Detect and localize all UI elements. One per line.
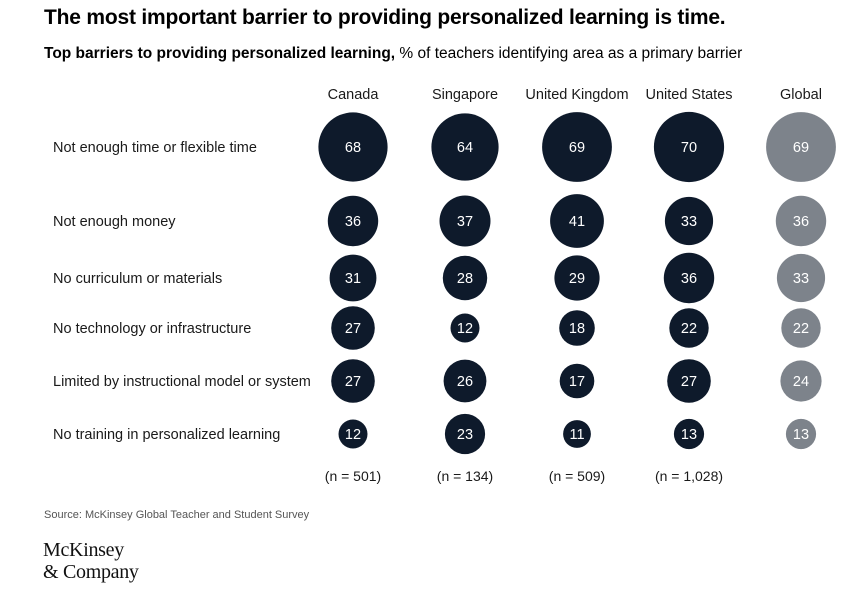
row-label: No training in personalized learning [53, 427, 280, 443]
country-bubble [559, 310, 595, 346]
country-bubble [664, 196, 714, 246]
bubble-chart: Canada Singapore United Kingdom United Stat… [53, 87, 836, 484]
global-bubble [781, 308, 821, 348]
chart-title: The most important barrier to providing … [44, 6, 726, 29]
country-bubble [331, 306, 375, 350]
country-bubble [559, 363, 595, 399]
bubble-value-label: 17 [569, 374, 585, 390]
country-bubble [329, 254, 377, 302]
sample-size-label: (n = 509) [549, 468, 605, 484]
bubble-value-label: 13 [793, 427, 809, 443]
row-label: Not enough money [53, 214, 176, 230]
bubble-value-label: 69 [793, 140, 809, 156]
bubble-value-label: 37 [457, 214, 473, 230]
column-header: Global [780, 87, 822, 103]
bubble-value-label: 11 [569, 427, 584, 443]
bubble-value-label: 28 [457, 271, 473, 287]
bubble-value-label: 31 [345, 271, 361, 287]
country-bubble [669, 308, 709, 348]
country-bubble [450, 313, 480, 343]
bubble-value-label: 12 [457, 321, 473, 337]
subtitle-bold: Top barriers to providing personalized l… [44, 45, 396, 62]
country-bubble [550, 194, 604, 248]
country-bubble [439, 195, 491, 247]
column-header: United States [645, 87, 732, 103]
bubble-value-label: 36 [345, 214, 361, 230]
bubble-value-label: 36 [793, 214, 809, 230]
row-label: No technology or infrastructure [53, 321, 251, 337]
bubble-value-label: 68 [345, 140, 361, 156]
column-header: United Kingdom [525, 87, 628, 103]
country-bubble [563, 420, 591, 448]
bubble-value-label: 36 [681, 271, 697, 287]
column-header: Canada [328, 87, 380, 103]
country-bubble [442, 255, 488, 301]
bubble-value-label: 24 [793, 374, 809, 390]
bubble-value-label: 29 [569, 271, 585, 287]
global-bubble [775, 195, 827, 247]
bubble-value-label: 22 [793, 321, 809, 337]
country-bubble [331, 359, 375, 403]
row-label: Limited by instructional model or system [53, 374, 311, 390]
bubble-value-label: 33 [793, 271, 809, 287]
bubble-value-label: 13 [681, 427, 697, 443]
country-bubble [542, 112, 612, 182]
country-bubble [443, 359, 487, 403]
bubble-value-label: 70 [681, 140, 697, 156]
bubble-value-label: 12 [345, 427, 361, 443]
bubble-value-label: 23 [457, 427, 473, 443]
country-bubble [663, 252, 715, 304]
global-bubble [776, 253, 826, 303]
country-bubble [667, 359, 711, 403]
mckinsey-logo: McKinsey & Company [43, 539, 139, 583]
row-label: No curriculum or materials [53, 271, 222, 287]
global-bubble [785, 418, 817, 450]
bubble-value-label: 27 [681, 374, 697, 390]
bubble-value-label: 41 [569, 214, 585, 230]
country-bubble [338, 419, 368, 449]
sample-size-label: (n = 501) [325, 468, 381, 484]
bubble-value-label: 64 [457, 140, 473, 156]
bubble-value-label: 27 [345, 374, 361, 390]
subtitle-rest: % of teachers identifying area as a prim… [395, 45, 743, 62]
bubble-value-label: 69 [569, 140, 585, 156]
country-bubble [653, 111, 725, 183]
country-bubble [554, 255, 600, 301]
sample-size-label: (n = 1,028) [655, 468, 723, 484]
bubble-value-label: 33 [681, 214, 697, 230]
country-bubble [444, 413, 486, 455]
sample-size-label: (n = 134) [437, 468, 493, 484]
country-bubble [327, 195, 379, 247]
logo-line-1: McKinsey [43, 539, 124, 561]
country-bubble [673, 418, 705, 450]
row-label: Not enough time or flexible time [53, 140, 257, 156]
bubble-value-label: 26 [457, 374, 473, 390]
column-header: Singapore [432, 87, 498, 103]
source-note: Source: McKinsey Global Teacher and Stud… [44, 509, 310, 521]
global-bubble [766, 112, 836, 182]
bubble-value-label: 22 [681, 321, 697, 337]
country-bubble [318, 112, 388, 182]
bubble-value-label: 18 [569, 321, 585, 337]
bubble-value-label: 27 [345, 321, 361, 337]
chart-subtitle: Top barriers to providing personalized l… [44, 45, 742, 63]
country-bubble [431, 113, 499, 181]
global-bubble [780, 360, 822, 402]
logo-line-2: & Company [43, 561, 139, 583]
